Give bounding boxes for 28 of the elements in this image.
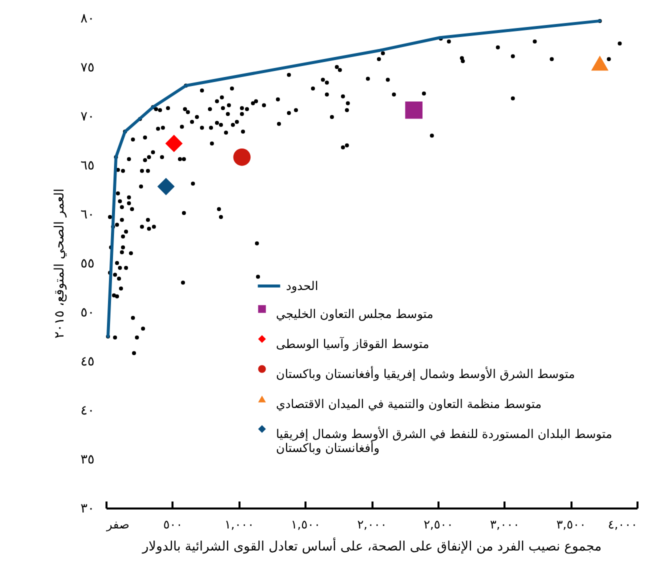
x-tick-label: ٥٠٠ (163, 518, 183, 532)
y-tick-label: ٧٥ (80, 60, 95, 76)
y-tick-label: ٧٠ (80, 110, 94, 124)
legend-label: متوسط مجلس التعاون الخليجي (276, 307, 434, 321)
x-tick-label: ٣,٠٠٠ (490, 518, 520, 532)
legend-label: متوسط منظمة التعاون والتنمية في الميدان الاقتصادي (276, 397, 542, 411)
x-tick-label: ١,٥٠٠ (290, 518, 320, 532)
y-tick-label: ٦٥ (80, 158, 95, 174)
x-axis-title: مجموع نصيب الفرد من الإنفاق على الصحة، على أساس تعادل القوى الشرائية بالدولار (141, 538, 602, 554)
y-tick-label: ٦٠ (80, 208, 94, 222)
x-tick-label: ٣,٥٠٠ (556, 518, 586, 532)
legend-label: متوسط البلدان المستوردة للنفط في الشرق الأوسط وشمال إفريقيا وأفغانستان وباكستان (276, 426, 612, 455)
y-tick-label: ٤٥ (80, 354, 95, 370)
y-tick-label: ٥٥ (80, 256, 95, 272)
y-tick-label: ٤٠ (80, 404, 94, 418)
x-tick-label: ٢,٠٠٠ (357, 518, 387, 532)
legend-label: الحدود (286, 279, 318, 293)
y-tick-label: ٥٠ (80, 306, 94, 320)
x-tick-label: صفر (106, 518, 130, 532)
legend-label: متوسط الشرق الأوسط وشمال إفريقيا وأفغانستان وباكستان (276, 366, 575, 381)
y-tick-label: ٣٥ (80, 452, 95, 468)
legend-label: متوسط القوقاز وآسيا الوسطى (276, 336, 430, 351)
x-tick-label: ٢,٥٠٠ (424, 518, 454, 532)
y-axis-title: العمر الصحي المتوقع، ٢٠١٥ (52, 188, 68, 338)
x-tick-label: ٤,٠٠٠ (608, 518, 638, 532)
y-tick-label: ٣٠ (80, 502, 94, 516)
x-tick-label: ١,٠٠٠ (224, 518, 254, 532)
y-tick-label: ٨٠ (80, 12, 94, 26)
